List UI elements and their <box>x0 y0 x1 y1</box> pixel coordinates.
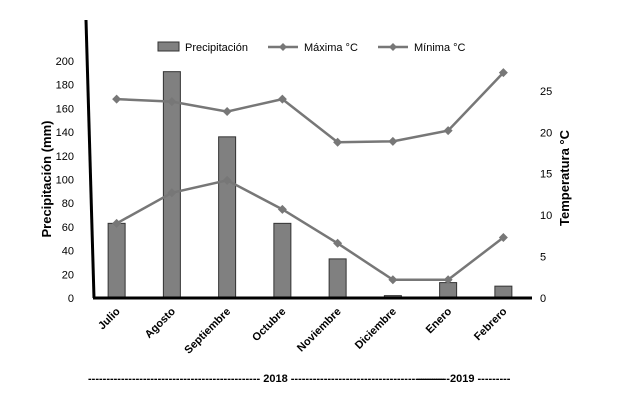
y-tick-label: 120 <box>56 151 74 163</box>
y-tick-label: 60 <box>62 222 74 234</box>
bar-series <box>107 71 513 299</box>
legend-swatch <box>157 41 180 52</box>
series-marker <box>167 188 177 198</box>
category-label: Agosto <box>143 305 178 340</box>
category-label: Enero <box>424 305 455 336</box>
bar <box>218 136 237 299</box>
legend-label: Precipitación <box>185 42 248 54</box>
year-label: ---------2019 --------- <box>417 373 511 385</box>
bar <box>494 285 513 299</box>
series-marker <box>167 97 177 107</box>
series-line <box>116 179 505 282</box>
series-marker <box>333 137 343 147</box>
y-tick-label: 140 <box>56 127 74 139</box>
bar <box>273 222 292 299</box>
y-tick-label: 80 <box>62 198 74 210</box>
series-marker <box>222 107 232 117</box>
y2-tick-label: 15 <box>540 169 552 181</box>
series-marker <box>498 233 508 243</box>
y-tick-label: 180 <box>56 80 74 92</box>
series-marker <box>277 94 287 104</box>
y-tick-label: 20 <box>62 269 74 281</box>
series-marker <box>443 275 453 285</box>
legend-label: Máxima °C <box>304 42 358 54</box>
y2-tick-label: 25 <box>540 86 552 98</box>
category-labels: Julio Agosto Septiembre Octubre Noviembre Dic… <box>96 305 510 356</box>
year-labels: ----------------------------------------… <box>88 373 511 385</box>
y-axis-title: Precipitación (mm) <box>39 120 54 237</box>
category-label: Octubre <box>250 306 288 344</box>
legend: Precipitación Máxima °C Mínima °C <box>157 41 466 54</box>
category-label: Febrero <box>472 305 510 343</box>
bar <box>439 282 458 299</box>
series-marker <box>222 175 232 185</box>
category-label: Julio <box>96 305 123 332</box>
y2-tick-label: 20 <box>540 127 552 139</box>
series-marker <box>112 94 122 104</box>
series-marker <box>388 136 398 146</box>
line-series <box>112 68 508 285</box>
series-marker <box>112 218 122 228</box>
bar <box>328 258 347 299</box>
axes <box>84 19 532 300</box>
y-tick-label: 100 <box>56 175 74 187</box>
y2-tick-label: 0 <box>540 293 546 305</box>
series-marker <box>388 275 398 285</box>
tick-labels: 0 20 40 60 80 100 120 140 160 180 200 0 5 10 15 20 25 <box>56 56 553 305</box>
y-axis-line <box>84 19 96 299</box>
y-tick-label: 200 <box>56 56 74 68</box>
category-label: Septiembre <box>182 306 233 357</box>
series-marker <box>277 204 287 214</box>
y-tick-label: 0 <box>68 293 74 305</box>
y2-tick-label: 10 <box>540 210 552 222</box>
bar <box>107 222 126 299</box>
category-label: Diciembre <box>353 306 399 352</box>
y2-tick-label: 5 <box>540 252 546 264</box>
y-tick-label: 40 <box>62 246 74 258</box>
legend-marker <box>279 43 287 51</box>
y2-axis-title: Temperatura °C <box>557 129 572 226</box>
series-marker <box>498 68 508 78</box>
year-label: ----------------------------------------… <box>88 373 445 385</box>
y-tick-label: 160 <box>56 103 74 115</box>
legend-marker <box>389 43 397 51</box>
series-marker <box>443 126 453 136</box>
legend-label: Mínima °C <box>414 42 466 54</box>
category-label: Noviembre <box>295 306 344 355</box>
series-line <box>116 71 505 144</box>
series-marker <box>333 238 343 248</box>
